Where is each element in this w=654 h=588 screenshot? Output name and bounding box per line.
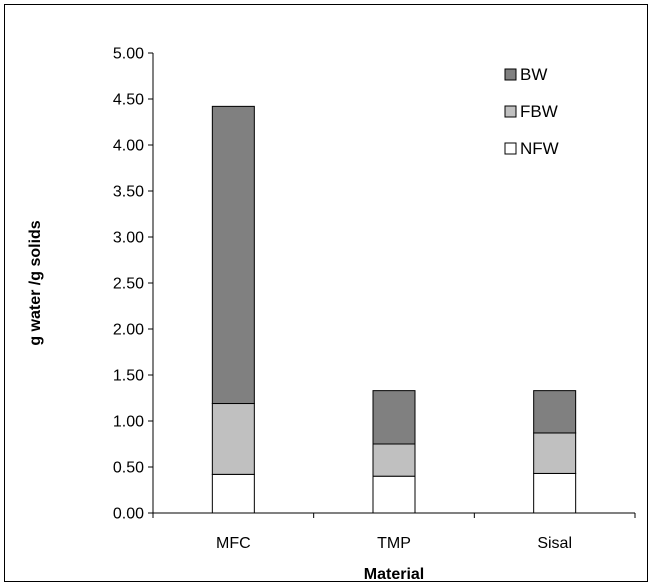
bar-segment-nfw-tmp	[372, 475, 416, 514]
legend-label-nfw: NFW	[520, 139, 559, 158]
x-axis: MFC TMP Sisal	[152, 512, 636, 552]
y-tick-label: 4.00	[113, 138, 144, 155]
bar-segment-fbw-mfc	[211, 403, 255, 475]
bar-segment-bw-sisal	[533, 390, 577, 434]
legend-swatch-nfw	[504, 142, 517, 155]
x-tick-label: Sisal	[537, 535, 572, 552]
x-tick-label: TMP	[377, 535, 411, 552]
bar-segment-bw-tmp	[372, 390, 416, 445]
y-tick-label: 0.50	[113, 460, 144, 477]
bar-segment-nfw-mfc	[211, 473, 255, 514]
bar-segment-fbw-tmp	[372, 443, 416, 477]
bar-segment-fbw-sisal	[533, 432, 577, 474]
legend-label-fbw: FBW	[520, 102, 558, 121]
bar-segment-nfw-sisal	[533, 472, 577, 514]
y-tick-label: 1.00	[113, 414, 144, 431]
y-axis: 0.00 0.50 1.00 1.50 2.00 2.50 3.00 3.50 4.00 4.50…	[113, 46, 154, 523]
y-tick-label: 3.50	[113, 184, 144, 201]
y-tick-label: 2.50	[113, 276, 144, 293]
y-tick-label: 3.00	[113, 230, 144, 247]
legend-swatch-bw	[504, 68, 517, 81]
bars	[211, 105, 577, 514]
legend-label-bw: BW	[520, 65, 547, 84]
bar-segment-bw-mfc	[211, 105, 255, 405]
y-tick-label: 2.00	[113, 322, 144, 339]
y-tick-label: 4.50	[113, 92, 144, 109]
y-tick-label: 5.00	[113, 46, 144, 63]
x-axis-title: Material	[364, 566, 424, 583]
y-tick-label: 0.00	[113, 506, 144, 523]
legend-swatch-fbw	[504, 105, 517, 118]
x-tick-label: MFC	[216, 535, 251, 552]
y-axis-title: g water /g solids	[27, 220, 44, 345]
legend: BW FBW NFW	[504, 65, 559, 158]
y-tick-label: 1.50	[113, 368, 144, 385]
